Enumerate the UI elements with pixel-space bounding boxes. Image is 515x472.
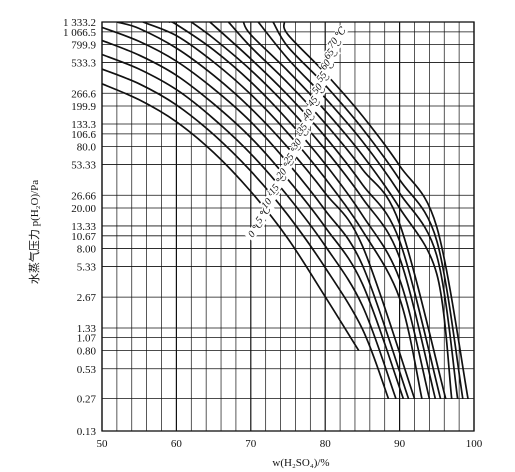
y-tick-label: 799.9	[71, 40, 96, 52]
y-tick-label: 10.67	[71, 231, 96, 243]
y-tick-label: 1.07	[77, 333, 97, 345]
series-line	[102, 26, 410, 399]
x-tick-label: 50	[97, 438, 109, 450]
y-tick-label: 133.3	[71, 119, 96, 131]
x-tick-label: 90	[394, 438, 406, 450]
series-line	[102, 53, 397, 399]
series-line	[209, 22, 442, 399]
y-tick-label: 80.0	[77, 142, 97, 154]
series-line	[102, 39, 405, 399]
y-tick-label: 1.33	[77, 323, 97, 335]
curve-label-text: 70 ℃	[326, 25, 349, 50]
y-tick-label: 13.33	[71, 221, 96, 233]
y-tick-label: 26.66	[71, 190, 96, 202]
plot-frame	[101, 21, 475, 432]
series-line	[242, 22, 453, 399]
y-tick-label: 1 066.5	[63, 27, 97, 39]
y-tick-label: 0.80	[77, 346, 97, 358]
x-tick-label: 70	[245, 438, 257, 450]
series-line	[272, 22, 464, 399]
curves	[102, 22, 469, 399]
y-tick-label: 533.3	[71, 58, 96, 70]
y-tick-label: 5.33	[77, 262, 97, 274]
x-tick-label: 60	[171, 438, 183, 450]
series-line	[168, 22, 431, 399]
series-line	[116, 22, 416, 399]
x-tick-label: 100	[466, 438, 483, 450]
y-tick-label: 20.00	[71, 203, 96, 215]
y-tick-label: 0.13	[77, 426, 97, 438]
series-line	[102, 68, 390, 399]
y-tick-label: 106.6	[71, 129, 96, 141]
x-tick-label: 80	[320, 438, 332, 450]
x-axis-title: w(H₂SO₄)/%	[272, 457, 329, 469]
y-tick-label: 0.27	[77, 394, 97, 406]
series-line	[227, 22, 447, 399]
y-tick-label: 199.9	[71, 101, 96, 113]
y-tick-label: 53.33	[71, 160, 96, 172]
series-line	[102, 83, 360, 351]
series-line	[282, 22, 469, 399]
y-tick-label: 0.53	[77, 364, 97, 376]
tick-labels: 1 333.21 066.5799.9533.3266.6199.9133.31…	[63, 17, 483, 450]
series-line	[190, 22, 437, 399]
y-axis-title: 水蒸气压力 p(H₂O)/Pa	[27, 180, 41, 284]
y-tick-label: 266.6	[71, 88, 96, 100]
y-tick-label: 1 333.2	[63, 17, 96, 29]
y-tick-label: 2.67	[77, 292, 97, 304]
series-line	[257, 22, 459, 399]
y-tick-label: 8.00	[77, 244, 97, 256]
